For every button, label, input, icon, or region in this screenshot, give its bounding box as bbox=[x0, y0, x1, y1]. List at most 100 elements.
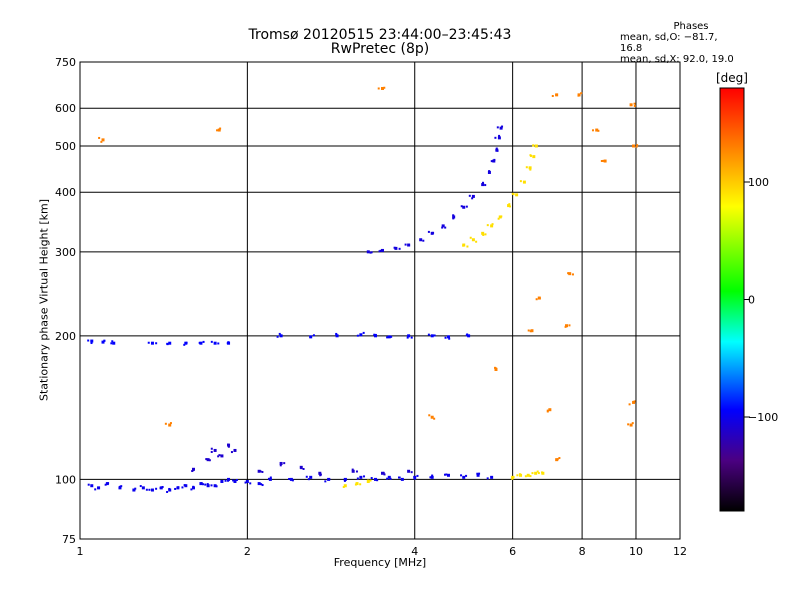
data-point-echo bbox=[218, 454, 221, 457]
data-point-echo bbox=[441, 226, 444, 229]
y-tick-label: 400 bbox=[55, 186, 76, 199]
data-point-echo bbox=[541, 471, 544, 474]
data-point-echo bbox=[600, 160, 603, 163]
data-point-echo bbox=[535, 298, 538, 301]
data-point-echo bbox=[217, 342, 220, 345]
data-point bbox=[213, 484, 217, 488]
data-point-echo bbox=[342, 485, 345, 488]
data-point-echo bbox=[356, 477, 359, 480]
data-point-echo bbox=[155, 342, 158, 345]
data-point bbox=[446, 473, 450, 477]
data-point bbox=[380, 248, 384, 252]
data-point bbox=[555, 458, 559, 462]
data-point-echo bbox=[529, 475, 532, 478]
data-point-echo bbox=[235, 479, 238, 482]
data-point bbox=[441, 224, 445, 228]
data-point-echo bbox=[414, 477, 417, 480]
data-point bbox=[168, 488, 172, 492]
data-point-echo bbox=[494, 366, 497, 369]
data-point bbox=[359, 333, 363, 337]
data-point-echo bbox=[383, 86, 386, 89]
data-point-echo bbox=[494, 136, 497, 139]
data-point-echo bbox=[390, 335, 393, 338]
data-point-echo bbox=[443, 473, 446, 476]
data-point-echo bbox=[369, 251, 372, 254]
data-point-echo bbox=[633, 104, 636, 107]
data-point bbox=[150, 341, 154, 345]
data-point-echo bbox=[183, 484, 186, 487]
data-point-echo bbox=[168, 487, 171, 490]
data-point-echo bbox=[94, 488, 97, 491]
data-point bbox=[355, 482, 359, 486]
data-point bbox=[351, 469, 355, 473]
data-point-echo bbox=[482, 233, 485, 236]
data-point-echo bbox=[398, 247, 401, 250]
data-point-echo bbox=[532, 144, 535, 147]
data-point bbox=[394, 246, 398, 250]
data-point-echo bbox=[466, 245, 469, 248]
data-point bbox=[184, 484, 188, 488]
data-point-echo bbox=[518, 473, 521, 476]
data-point bbox=[220, 454, 224, 458]
data-point bbox=[373, 477, 377, 481]
data-point-echo bbox=[309, 336, 312, 339]
data-point-echo bbox=[407, 470, 410, 473]
data-point-echo bbox=[410, 336, 413, 339]
data-point bbox=[217, 128, 221, 132]
data-point-echo bbox=[227, 479, 230, 482]
data-point-echo bbox=[232, 479, 235, 482]
data-point-echo bbox=[200, 482, 203, 485]
data-point-echo bbox=[462, 244, 465, 247]
data-point-echo bbox=[567, 272, 570, 275]
data-point bbox=[530, 329, 534, 333]
data-point-echo bbox=[269, 476, 272, 479]
data-point-echo bbox=[370, 251, 373, 254]
colorbar-label: [deg] bbox=[716, 71, 748, 85]
data-point bbox=[213, 448, 217, 452]
data-point-echo bbox=[227, 341, 230, 344]
data-point-echo bbox=[90, 484, 93, 487]
data-point-echo bbox=[537, 472, 540, 475]
data-point bbox=[289, 477, 293, 481]
data-point-echo bbox=[475, 240, 478, 243]
phases-o-mode: mean, sd,O: −81.7, 16.8 bbox=[620, 32, 718, 54]
data-point-echo bbox=[386, 336, 389, 339]
data-point bbox=[497, 136, 501, 140]
data-point-echo bbox=[376, 479, 379, 482]
data-point-echo bbox=[185, 341, 188, 344]
data-point bbox=[168, 423, 172, 427]
data-point bbox=[366, 250, 370, 254]
data-point-echo bbox=[416, 474, 419, 477]
data-point-echo bbox=[382, 471, 385, 474]
data-point-echo bbox=[524, 475, 527, 478]
phases-summary: Phases mean, sd,O: −81.7, 16.8 mean, sd,… bbox=[620, 21, 740, 65]
data-point bbox=[452, 215, 456, 219]
data-point-echo bbox=[367, 479, 370, 482]
data-point-echo bbox=[174, 487, 177, 490]
data-point bbox=[380, 86, 384, 90]
data-point-echo bbox=[393, 246, 396, 249]
data-point-echo bbox=[206, 483, 209, 486]
data-point-echo bbox=[597, 129, 600, 132]
data-point-echo bbox=[460, 474, 463, 477]
data-point-echo bbox=[516, 474, 519, 477]
data-point-echo bbox=[210, 447, 213, 450]
data-point-echo bbox=[427, 230, 430, 233]
data-point bbox=[481, 183, 485, 187]
data-point bbox=[519, 473, 523, 477]
data-point-echo bbox=[374, 333, 377, 336]
data-point-echo bbox=[363, 475, 366, 478]
data-point bbox=[318, 471, 322, 475]
data-point-echo bbox=[476, 472, 479, 475]
data-point-echo bbox=[627, 423, 630, 426]
data-point bbox=[387, 475, 391, 479]
data-point-echo bbox=[495, 147, 498, 150]
data-point-echo bbox=[343, 479, 346, 482]
data-point-echo bbox=[490, 160, 493, 163]
data-point-echo bbox=[261, 470, 264, 473]
x-tick-label: 12 bbox=[673, 545, 687, 558]
colorbar-tick-label: −100 bbox=[748, 411, 778, 424]
data-point-echo bbox=[429, 476, 432, 479]
data-point-echo bbox=[490, 476, 493, 479]
data-point-echo bbox=[564, 325, 567, 328]
